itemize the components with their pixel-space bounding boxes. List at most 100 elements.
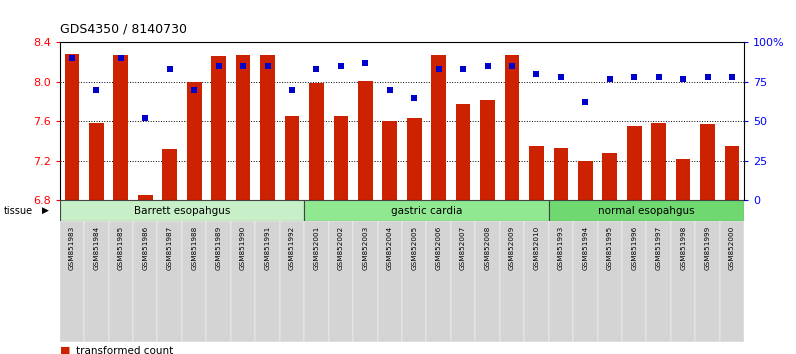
Text: transformed count: transformed count bbox=[76, 346, 173, 354]
Bar bbox=[279, 221, 304, 342]
Point bbox=[505, 63, 518, 69]
Bar bbox=[646, 221, 671, 342]
Point bbox=[139, 115, 151, 121]
Bar bbox=[553, 148, 568, 200]
Bar bbox=[627, 126, 642, 200]
Text: GSM851987: GSM851987 bbox=[166, 226, 173, 270]
Text: GSM852007: GSM852007 bbox=[460, 226, 466, 270]
Bar bbox=[358, 81, 373, 200]
Bar bbox=[402, 221, 427, 342]
Text: GSM852006: GSM852006 bbox=[435, 226, 442, 270]
Bar bbox=[573, 221, 598, 342]
Bar bbox=[456, 103, 470, 200]
Bar bbox=[525, 221, 548, 342]
Text: GSM851993: GSM851993 bbox=[558, 226, 564, 270]
Bar bbox=[480, 99, 495, 200]
Point bbox=[286, 87, 298, 93]
Bar bbox=[304, 221, 329, 342]
Point bbox=[65, 55, 78, 61]
Bar bbox=[158, 221, 182, 342]
Point bbox=[481, 63, 494, 69]
Bar bbox=[676, 159, 690, 200]
Bar bbox=[60, 221, 84, 342]
Bar bbox=[622, 221, 646, 342]
Point bbox=[701, 74, 714, 80]
Point bbox=[115, 55, 127, 61]
Bar bbox=[451, 221, 475, 342]
Bar bbox=[133, 221, 158, 342]
Point bbox=[359, 60, 372, 66]
Bar bbox=[285, 116, 299, 200]
Point bbox=[603, 76, 616, 81]
Bar bbox=[377, 221, 402, 342]
Bar bbox=[407, 118, 422, 200]
Bar bbox=[108, 221, 133, 342]
Bar bbox=[578, 161, 593, 200]
Text: ▶: ▶ bbox=[42, 206, 49, 215]
Bar bbox=[431, 55, 446, 200]
Text: GSM852000: GSM852000 bbox=[729, 226, 735, 270]
Text: GDS4350 / 8140730: GDS4350 / 8140730 bbox=[60, 22, 187, 35]
Text: GSM851983: GSM851983 bbox=[69, 226, 75, 270]
Text: GSM851996: GSM851996 bbox=[631, 226, 638, 270]
Bar bbox=[598, 221, 622, 342]
Point bbox=[384, 87, 396, 93]
Text: GSM851999: GSM851999 bbox=[704, 226, 711, 270]
Bar bbox=[256, 221, 279, 342]
Text: GSM852002: GSM852002 bbox=[338, 226, 344, 270]
Bar bbox=[548, 200, 744, 221]
Point bbox=[213, 63, 225, 69]
Bar bbox=[603, 153, 617, 200]
Point bbox=[90, 87, 103, 93]
Point bbox=[677, 76, 689, 81]
Bar bbox=[309, 83, 324, 200]
Point bbox=[530, 71, 543, 77]
Point bbox=[334, 63, 347, 69]
Point bbox=[261, 63, 274, 69]
Point bbox=[555, 74, 568, 80]
Point bbox=[579, 99, 591, 105]
Bar bbox=[114, 55, 128, 200]
Text: GSM851988: GSM851988 bbox=[191, 226, 197, 270]
Text: GSM851989: GSM851989 bbox=[216, 226, 221, 270]
Text: GSM852003: GSM852003 bbox=[362, 226, 369, 270]
Bar bbox=[329, 221, 353, 342]
Text: GSM851995: GSM851995 bbox=[607, 226, 613, 270]
Text: GSM851985: GSM851985 bbox=[118, 226, 124, 270]
Text: Barrett esopahgus: Barrett esopahgus bbox=[134, 206, 230, 216]
Text: normal esopahgus: normal esopahgus bbox=[598, 206, 695, 216]
Bar bbox=[500, 221, 525, 342]
Text: GSM851991: GSM851991 bbox=[264, 226, 271, 270]
Point bbox=[163, 67, 176, 72]
Text: GSM852005: GSM852005 bbox=[412, 226, 417, 270]
Bar bbox=[671, 221, 696, 342]
Point bbox=[457, 67, 470, 72]
Point bbox=[188, 87, 201, 93]
Text: GSM851997: GSM851997 bbox=[656, 226, 661, 270]
Text: GSM851998: GSM851998 bbox=[680, 226, 686, 270]
Bar bbox=[505, 55, 519, 200]
Text: tissue: tissue bbox=[4, 206, 33, 216]
Text: GSM852004: GSM852004 bbox=[387, 226, 392, 270]
Text: GSM851984: GSM851984 bbox=[93, 226, 100, 270]
Bar bbox=[720, 221, 744, 342]
Point bbox=[310, 67, 323, 72]
Text: GSM851994: GSM851994 bbox=[583, 226, 588, 270]
Point bbox=[408, 95, 420, 101]
Bar bbox=[334, 116, 348, 200]
Bar bbox=[64, 54, 80, 200]
Bar bbox=[89, 123, 103, 200]
Point bbox=[432, 67, 445, 72]
Text: GSM851990: GSM851990 bbox=[240, 226, 246, 270]
Bar bbox=[84, 221, 108, 342]
Point bbox=[236, 63, 249, 69]
Bar bbox=[475, 221, 500, 342]
Bar bbox=[548, 221, 573, 342]
Bar bbox=[206, 221, 231, 342]
Bar bbox=[187, 82, 201, 200]
Bar bbox=[182, 221, 206, 342]
Bar bbox=[60, 200, 304, 221]
Text: GSM852008: GSM852008 bbox=[485, 226, 490, 270]
Bar bbox=[231, 221, 256, 342]
Text: GSM851986: GSM851986 bbox=[142, 226, 148, 270]
